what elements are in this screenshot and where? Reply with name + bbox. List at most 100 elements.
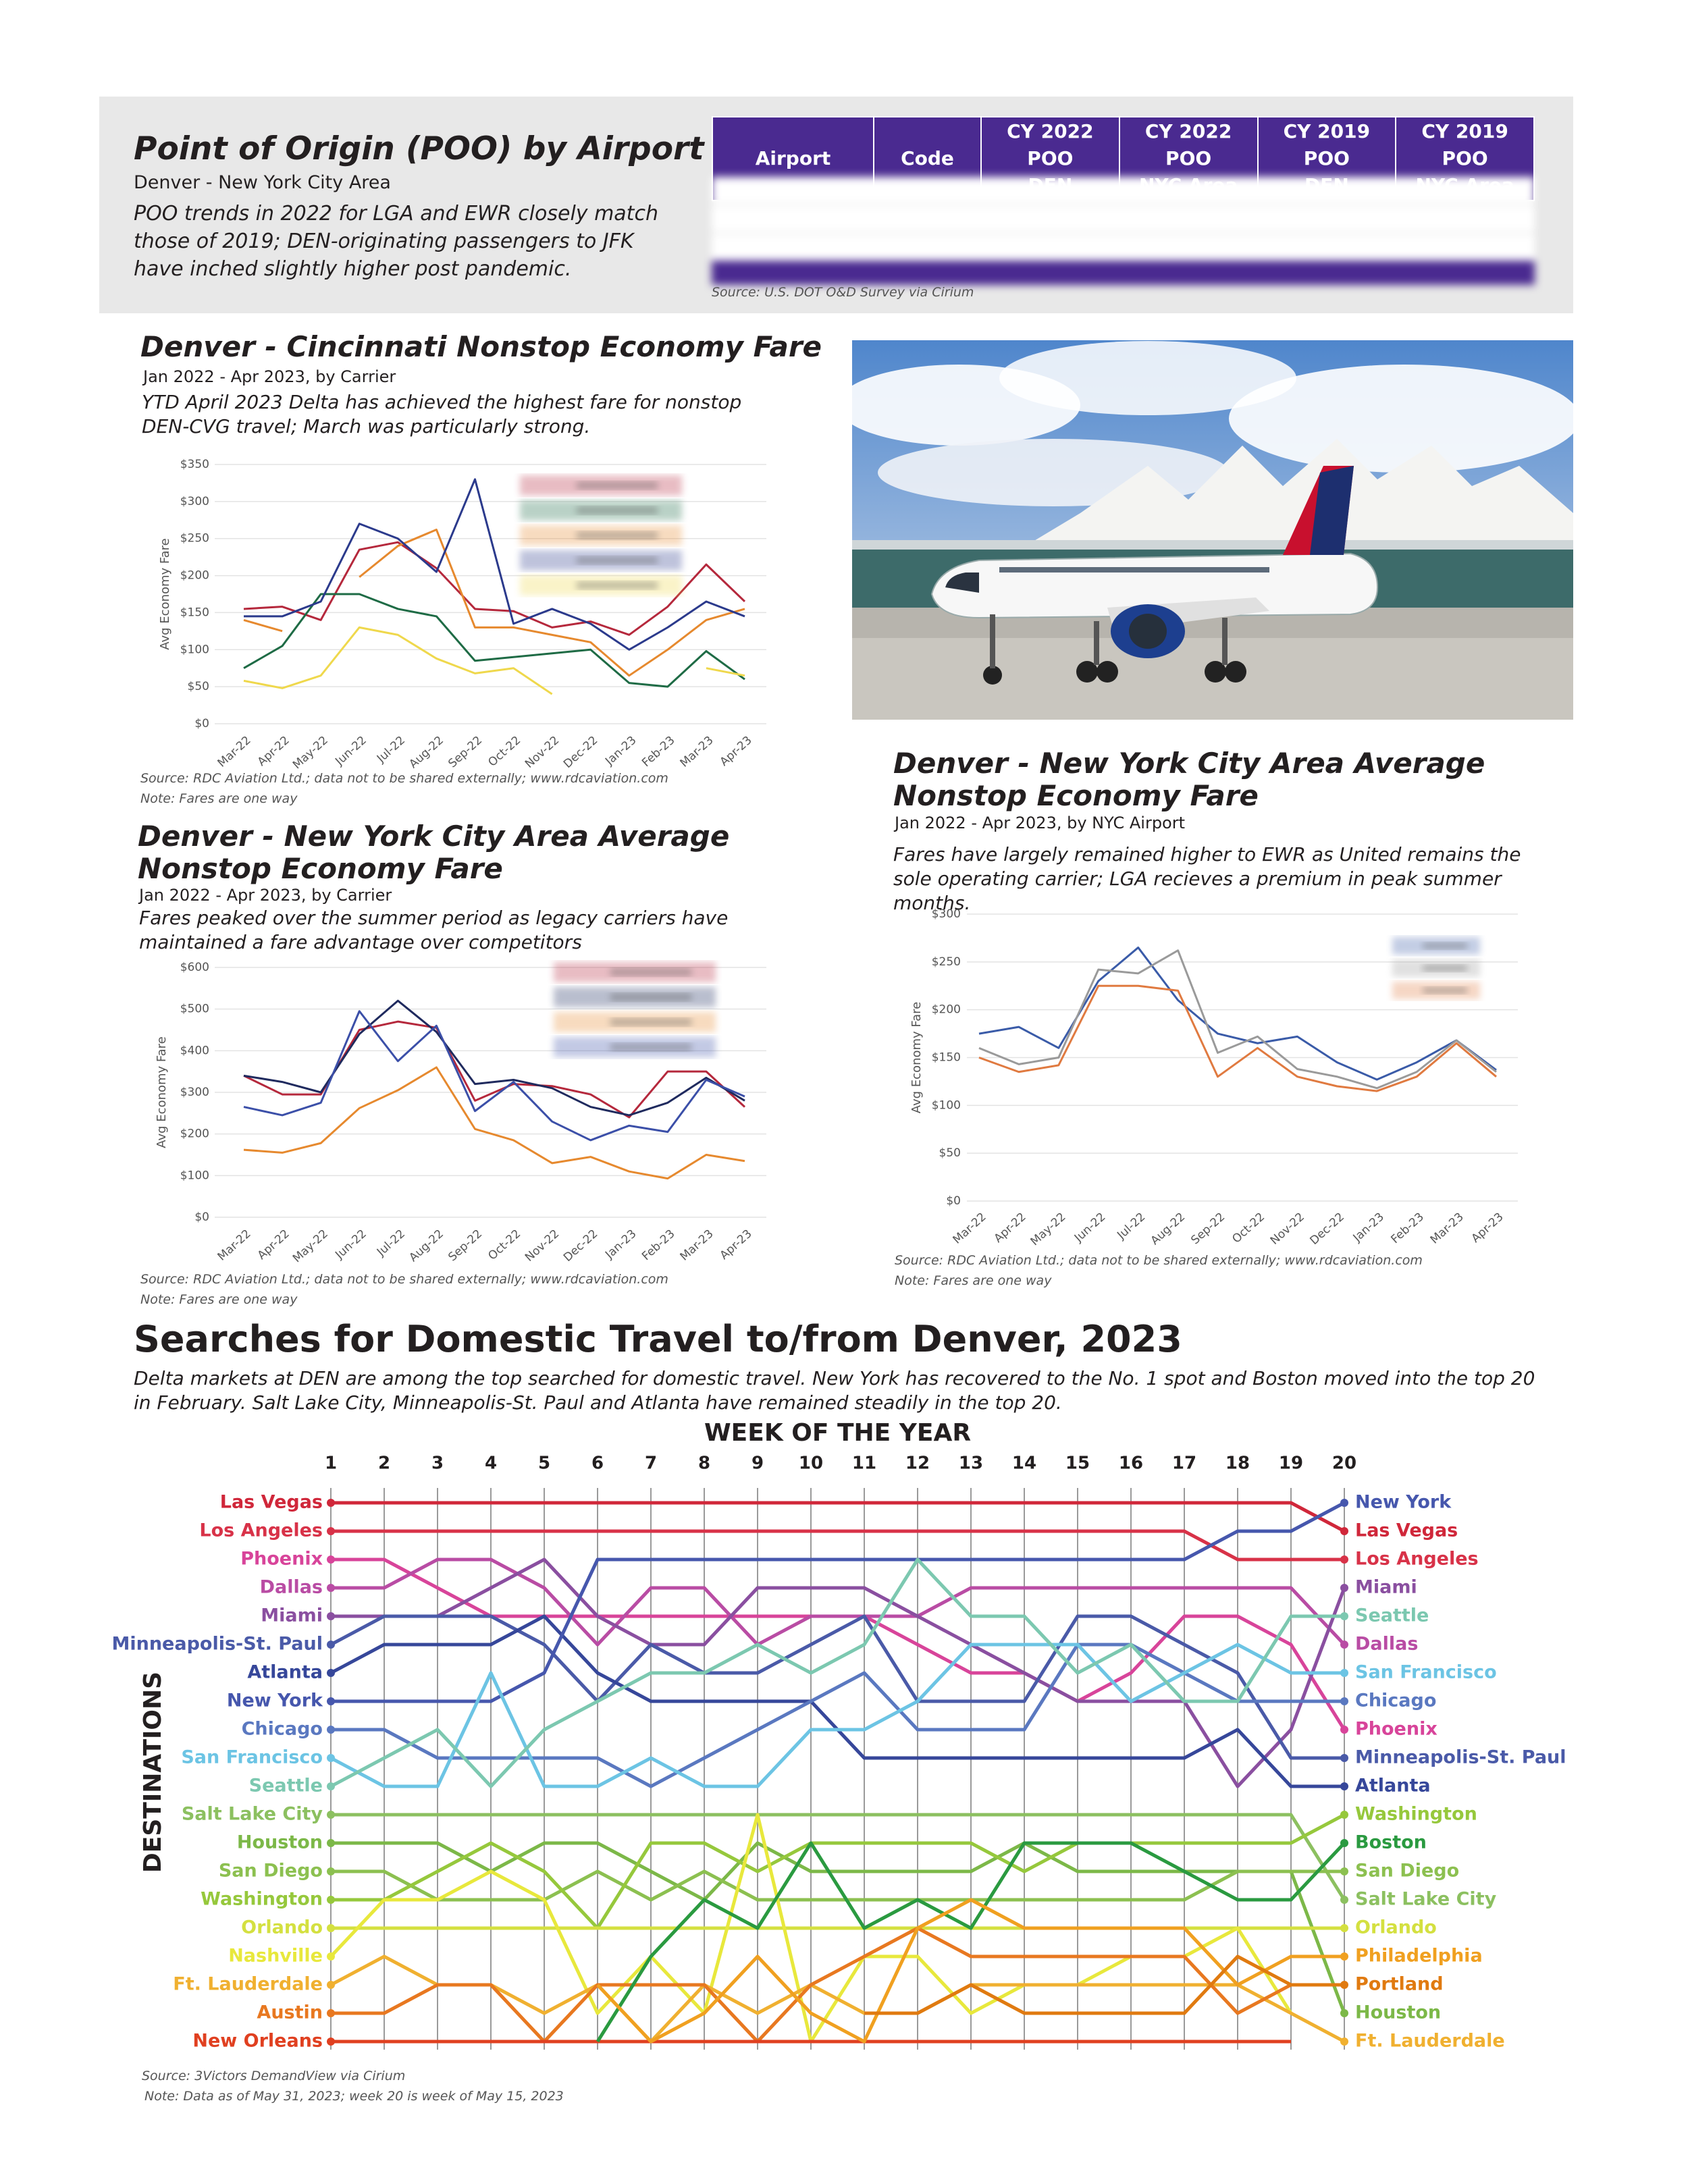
rank-dot — [327, 1782, 335, 1790]
y-tick-label: $50 — [939, 1146, 961, 1160]
photo — [852, 340, 1573, 720]
y-tick-label: $200 — [180, 569, 209, 583]
blurred-row — [712, 205, 1535, 234]
destination-label: Phoenix — [240, 1549, 323, 1570]
x-tick-label: Feb-23 — [639, 1227, 677, 1264]
y-tick-label: $300 — [932, 907, 961, 921]
series-line — [244, 478, 745, 651]
rank-dot — [1340, 1896, 1348, 1904]
legend-blurred-text — [577, 556, 658, 564]
x-tick-label: 11 — [852, 1454, 876, 1474]
header-subtitle: Denver - New York City Area — [134, 172, 391, 193]
rank-dot — [327, 1612, 335, 1620]
destination-label: Ft. Lauderdale — [1355, 2031, 1505, 2052]
rank-dot — [327, 1754, 335, 1762]
rank-dot — [1340, 1981, 1348, 1989]
rank-dot — [1340, 1697, 1348, 1705]
x-tick-label: 6 — [591, 1454, 604, 1474]
rank-dot — [1340, 1669, 1348, 1677]
x-tick-label: 17 — [1172, 1454, 1196, 1474]
series-line — [243, 1066, 745, 1180]
rank-dot — [1340, 1584, 1348, 1592]
rank-line — [331, 1557, 1346, 1647]
destination-label: Miami — [261, 1605, 323, 1626]
y-tick-label: $300 — [180, 495, 209, 508]
x-tick-label: 7 — [645, 1454, 657, 1474]
destination-label: Minneapolis-St. Paul — [111, 1634, 323, 1655]
rank-dot — [327, 1697, 335, 1705]
series-line — [243, 999, 745, 1117]
y-tick-label: $0 — [194, 717, 209, 730]
x-tick-label: 18 — [1225, 1454, 1250, 1474]
legend-blurred-text — [577, 531, 658, 539]
x-tick-label: 8 — [698, 1454, 710, 1474]
y-tick-label: $0 — [194, 1210, 209, 1224]
x-tick-label: 9 — [751, 1454, 764, 1474]
x-tick-label: Jan-23 — [602, 1227, 639, 1262]
x-tick-label: 2 — [378, 1454, 390, 1474]
rank-dot — [1340, 1839, 1348, 1847]
x-tick-label: Apr-22 — [255, 734, 292, 769]
series-line — [243, 626, 745, 695]
chart-note: Note: Fares are one way — [895, 1273, 1052, 1288]
destination-label: New York — [1355, 1492, 1452, 1513]
chart-subtitle: Jan 2022 - Apr 2023, by Carrier — [143, 367, 396, 386]
rank-dot — [327, 1669, 335, 1677]
destination-label: Dallas — [1355, 1634, 1418, 1655]
y-tick-label: $100 — [180, 643, 209, 656]
y-axis-label: Avg Economy Fare — [909, 1002, 924, 1113]
x-tick-label: Jul-22 — [374, 734, 408, 766]
rank-dot — [1340, 1811, 1348, 1819]
x-tick-label: Jun-22 — [332, 734, 369, 769]
series-line — [243, 541, 746, 636]
x-tick-label: Oct-22 — [485, 734, 523, 770]
series-line — [243, 1010, 745, 1142]
rank-dot — [327, 1499, 335, 1507]
y-tick-label: $200 — [180, 1127, 209, 1141]
y-tick-label: $200 — [932, 1003, 961, 1017]
series-line — [243, 593, 745, 688]
chart-note: Note: Data as of May 31, 2023; week 20 i… — [144, 2089, 564, 2104]
rank-line — [596, 1898, 1344, 2044]
x-tick-label: Mar-22 — [951, 1210, 989, 1247]
y-tick-label: $150 — [180, 606, 209, 619]
chart-subtitle: Jan 2022 - Apr 2023, by NYC Airport — [895, 814, 1186, 832]
destination-label: San Francisco — [181, 1747, 323, 1768]
y-axis-label: Avg Economy Fare — [155, 1036, 169, 1148]
y-tick-label: $500 — [180, 1003, 209, 1016]
rank-dot — [327, 1641, 335, 1649]
x-tick-label: 14 — [1012, 1454, 1036, 1474]
x-tick-label: Sep-22 — [1188, 1210, 1228, 1248]
rank-dot — [327, 1726, 335, 1734]
x-tick-label: 19 — [1279, 1454, 1303, 1474]
x-tick-label: Aug-22 — [1149, 1210, 1188, 1248]
legend-blurred-text — [1423, 942, 1467, 950]
x-tick-label: Jun-22 — [332, 1227, 369, 1262]
x-tick-label: 1 — [325, 1454, 337, 1474]
x-tick-label: Aug-22 — [406, 1227, 446, 1265]
x-tick-label: 16 — [1119, 1454, 1143, 1474]
rank-dot — [327, 1867, 335, 1875]
rank-dot — [1340, 1555, 1348, 1564]
x-tick-label: May-22 — [290, 734, 331, 772]
legend-blurred-text — [577, 506, 658, 514]
legend-blurred-text — [610, 1043, 691, 1051]
chart-title: Denver - New York City Area Average Nons… — [138, 820, 730, 885]
chart-source: Source: 3Victors DemandView via Cirium — [142, 2069, 406, 2083]
destination-label: San Diego — [1355, 1861, 1459, 1882]
x-tick-label: May-22 — [1028, 1210, 1069, 1249]
legend-blurred-text — [577, 481, 658, 489]
rank-dot — [327, 1924, 335, 1932]
destination-label: Austin — [257, 2002, 323, 2023]
rank-dot — [1340, 1499, 1348, 1507]
rank-line — [331, 1869, 1344, 1902]
chart-description: Fares have largely remained higher to EW… — [893, 843, 1521, 914]
rank-dot — [327, 1811, 335, 1819]
y-tick-label: $150 — [932, 1051, 961, 1065]
x-tick-label: Nov-22 — [523, 1227, 562, 1264]
rank-dot — [1340, 1754, 1348, 1762]
chart-description: Delta markets at DEN are among the top s… — [134, 1367, 1535, 1414]
x-tick-label: Mar-23 — [1428, 1210, 1467, 1247]
rank-dot — [327, 2009, 335, 2017]
